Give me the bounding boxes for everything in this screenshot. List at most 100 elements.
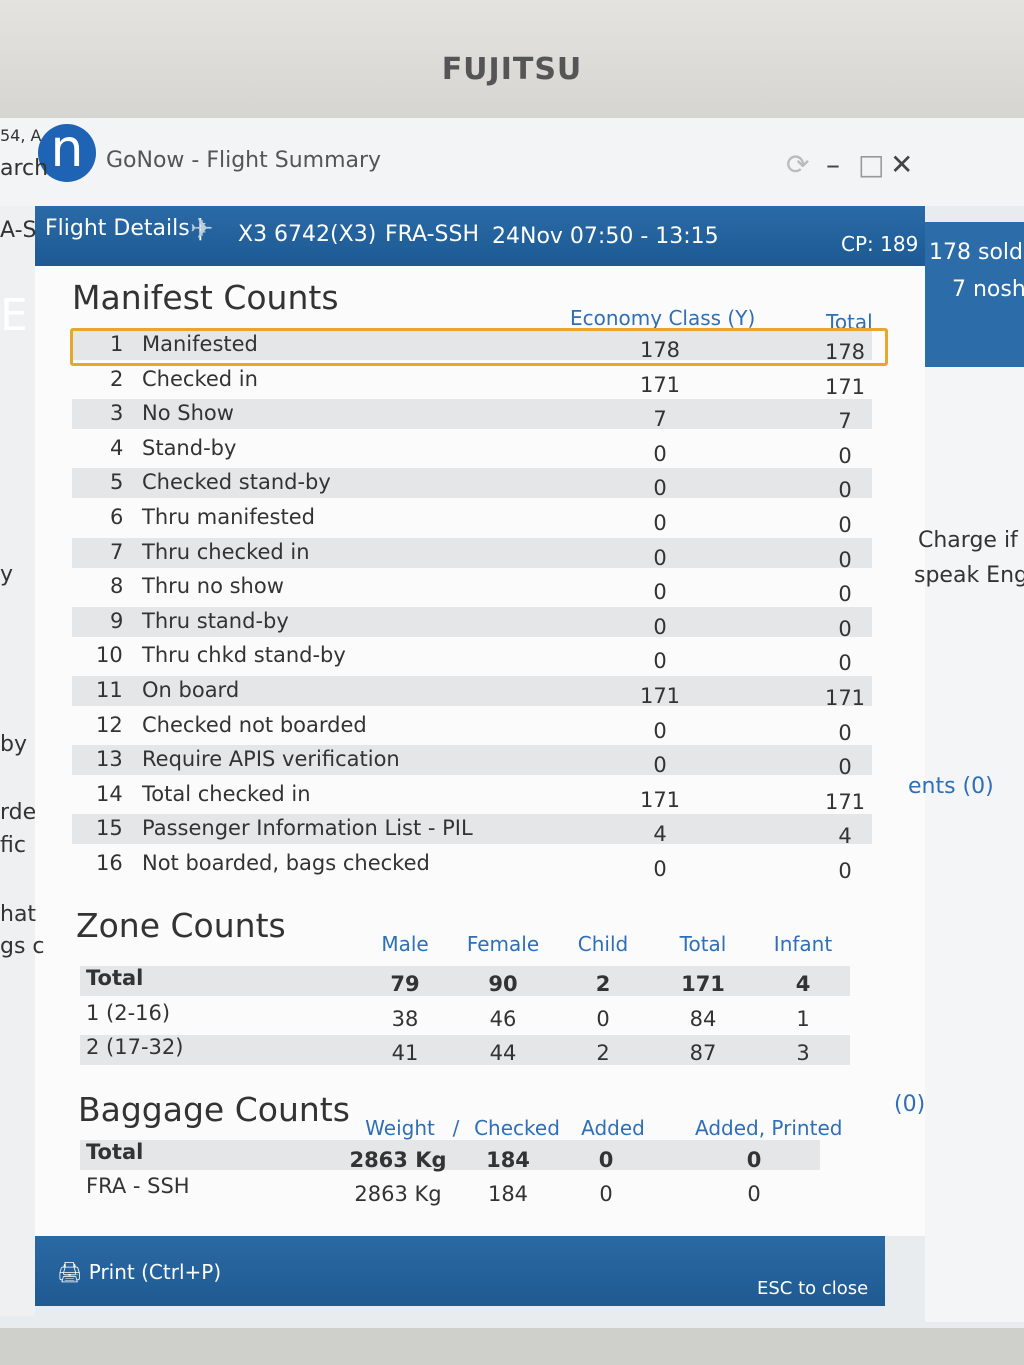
total-count: 0: [838, 720, 852, 745]
row-label: No Show: [142, 401, 234, 426]
economy-count: 0: [653, 511, 667, 535]
row-label: Checked stand-by: [142, 470, 331, 495]
row-number: 12: [96, 712, 123, 737]
total-count: 171: [824, 686, 866, 710]
route: FRA-SSH: [385, 222, 480, 247]
economy-count: 0: [653, 649, 667, 674]
economy-count: 0: [653, 545, 667, 570]
row-number: 4: [110, 435, 124, 460]
background-text: gs c: [0, 934, 45, 959]
app-logo: n: [38, 123, 96, 182]
flight-date: 24Nov 07:50 - 13:15: [492, 224, 719, 249]
column-header: Infant: [773, 932, 833, 956]
zone-count: 79: [390, 972, 420, 996]
zone-count: 38: [391, 1006, 419, 1031]
row-stripe: [72, 537, 872, 568]
airline-icon: ✈: [190, 212, 214, 245]
economy-count: 0: [653, 580, 667, 605]
total-count: 0: [838, 755, 852, 780]
background-window-left: [0, 206, 35, 1316]
background-text: hat: [0, 902, 37, 927]
background-text: arch: [0, 156, 49, 181]
baggage-count: 0: [599, 1182, 613, 1206]
baggage-count: 184: [487, 1182, 529, 1206]
cp-count: CP: 189: [841, 232, 919, 256]
row-label: Thru chkd stand-by: [142, 643, 346, 668]
total-count: 0: [838, 616, 852, 641]
row-number: 13: [96, 747, 123, 772]
row-stripe: [72, 676, 872, 706]
close-button[interactable]: ✕: [890, 148, 914, 181]
footer-bar: 🖨 Print (Ctrl+P) ESC to close: [35, 1236, 885, 1306]
maximize-button[interactable]: □: [858, 148, 885, 181]
zone-count: 0: [596, 1006, 610, 1031]
row-stripe: [80, 966, 850, 996]
background-text: fic: [0, 833, 26, 858]
total-count: 171: [824, 374, 866, 399]
zone-count: 44: [489, 1041, 517, 1065]
zone-count: 2: [595, 972, 611, 996]
total-count: 0: [838, 651, 852, 676]
row-stripe: [72, 468, 872, 499]
background-text: y: [0, 562, 14, 587]
baggage-count: 0: [746, 1148, 762, 1172]
row-label: On board: [142, 678, 240, 702]
baggage-label: FRA - SSH: [86, 1174, 190, 1198]
row-number: 11: [96, 678, 123, 702]
header-label: Flight Details |: [45, 216, 205, 241]
economy-count: 171: [639, 787, 681, 812]
column-header: Total: [679, 932, 727, 956]
background-header: [925, 222, 1024, 367]
section-title: Zone Counts: [76, 906, 286, 945]
background-text: speak Engl: [914, 563, 1024, 588]
baggage-count: 2863 Kg: [354, 1182, 442, 1206]
row-number: 16: [96, 851, 123, 875]
baggage-count: 0: [747, 1182, 761, 1206]
flight-number: X3 6742(X3): [238, 222, 377, 247]
column-header: Weight: [365, 1116, 435, 1140]
row-label: Require APIS verification: [142, 747, 400, 772]
background-text: ents (0): [908, 774, 994, 799]
total-count: 0: [838, 582, 852, 607]
row-label: Total checked in: [142, 781, 311, 806]
row-number: 15: [96, 816, 123, 841]
row-highlight: [70, 328, 888, 366]
column-header: Checked: [474, 1116, 560, 1140]
economy-count: 171: [639, 684, 681, 708]
refresh-button[interactable]: ⟳: [786, 148, 810, 181]
monitor-bezel: [0, 0, 1024, 118]
background-text: 54, A: [0, 126, 42, 145]
total-count: 0: [838, 859, 852, 883]
row-number: 14: [96, 781, 123, 806]
economy-count: 0: [653, 753, 667, 778]
background-text: Charge if: [918, 528, 1018, 553]
column-header: Added: [581, 1116, 645, 1140]
print-button[interactable]: 🖨 Print (Ctrl+P): [57, 1260, 222, 1284]
baggage-count: 0: [598, 1148, 614, 1172]
row-label: Thru checked in: [142, 539, 310, 564]
row-stripe: [72, 745, 872, 776]
total-count: 171: [824, 789, 866, 814]
close-hint: ESC to close: [757, 1278, 869, 1299]
zone-count: 41: [391, 1041, 419, 1065]
economy-count: 0: [653, 441, 667, 466]
row-label: Checked not boarded: [142, 712, 367, 737]
row-stripe: [80, 1140, 820, 1170]
economy-count: 0: [653, 718, 667, 743]
economy-count: 0: [653, 614, 667, 639]
minimize-button[interactable]: –: [826, 148, 840, 181]
monitor-brand: FUJITSU: [441, 52, 583, 87]
row-stripe: [72, 330, 872, 360]
row-number: 9: [110, 608, 124, 633]
section-title: Manifest Counts: [72, 278, 339, 317]
row-number: 2: [110, 366, 124, 391]
total-count: 0: [838, 513, 852, 537]
zone-label: Total: [86, 966, 144, 990]
total-count: 0: [838, 443, 852, 468]
row-number: 6: [110, 505, 124, 529]
row-label: Thru no show: [142, 574, 284, 599]
economy-count: 171: [639, 372, 681, 397]
economy-count: 7: [653, 407, 667, 432]
window-title: GoNow - Flight Summary: [106, 148, 382, 173]
